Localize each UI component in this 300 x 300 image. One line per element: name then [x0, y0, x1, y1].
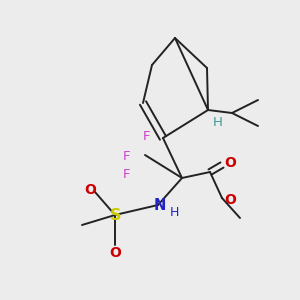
- Text: O: O: [224, 193, 236, 207]
- Text: O: O: [84, 183, 96, 197]
- Text: F: F: [143, 130, 151, 143]
- Text: O: O: [224, 156, 236, 170]
- Text: H: H: [213, 116, 223, 128]
- Text: F: F: [123, 151, 131, 164]
- Text: N: N: [154, 197, 166, 212]
- Text: H: H: [169, 206, 179, 220]
- Text: F: F: [123, 169, 131, 182]
- Text: S: S: [110, 208, 122, 224]
- Text: O: O: [109, 246, 121, 260]
